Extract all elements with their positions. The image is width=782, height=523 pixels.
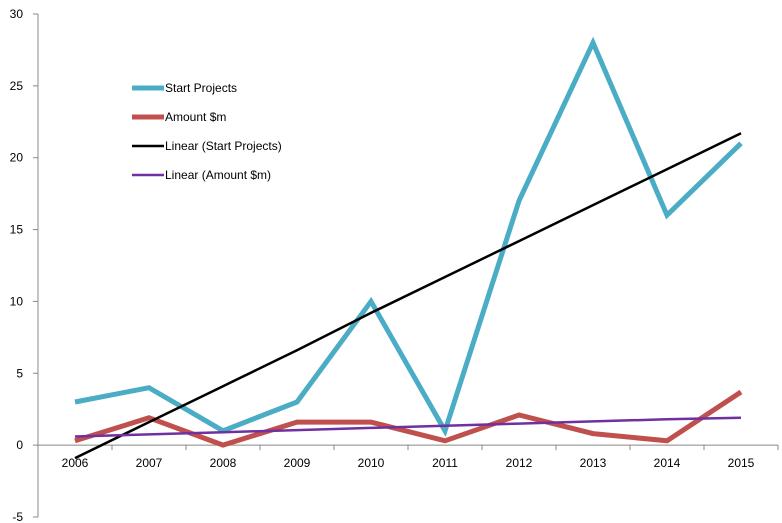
x-tick-label: 2007 <box>136 456 163 470</box>
y-tick-label: 30 <box>10 7 24 21</box>
x-tick-label: 2015 <box>728 456 755 470</box>
x-tick-label: 2006 <box>62 456 89 470</box>
series-line-start-projects <box>74 36 743 437</box>
series-line-amount-m <box>74 389 743 448</box>
y-tick-label: 5 <box>16 366 23 380</box>
legend-label: Linear (Amount $m) <box>165 168 271 182</box>
legend-label: Start Projects <box>165 81 237 95</box>
x-tick-label: 2012 <box>506 456 533 470</box>
y-tick-label: 25 <box>10 79 24 93</box>
chart-axes: -5 0 5 10 15 20 25 30 2006 2007 2008 2009 2010 2011 20… <box>10 7 779 523</box>
y-tick-label: 10 <box>10 294 24 308</box>
series-line-linear-start-projects <box>74 132 742 460</box>
x-tick-label: 2009 <box>284 456 311 470</box>
y-tick-label: -5 <box>12 510 23 523</box>
x-tick-label: 2014 <box>654 456 681 470</box>
series-layer <box>74 36 743 460</box>
y-tick-label: 20 <box>10 151 24 165</box>
series-line-linear-amount-m <box>74 416 742 438</box>
chart-legend: Start Projects Amount $m Linear (Start Pro… <box>132 81 282 182</box>
legend-label: Amount $m <box>165 110 226 124</box>
x-tick-label: 2010 <box>358 456 385 470</box>
y-tick-label: 15 <box>10 223 24 237</box>
x-tick-label: 2013 <box>580 456 607 470</box>
x-tick-label: 2011 <box>432 456 458 470</box>
y-tick-label: 0 <box>16 438 23 452</box>
x-tick-label: 2008 <box>210 456 237 470</box>
legend-label: Linear (Start Projects) <box>165 139 282 153</box>
